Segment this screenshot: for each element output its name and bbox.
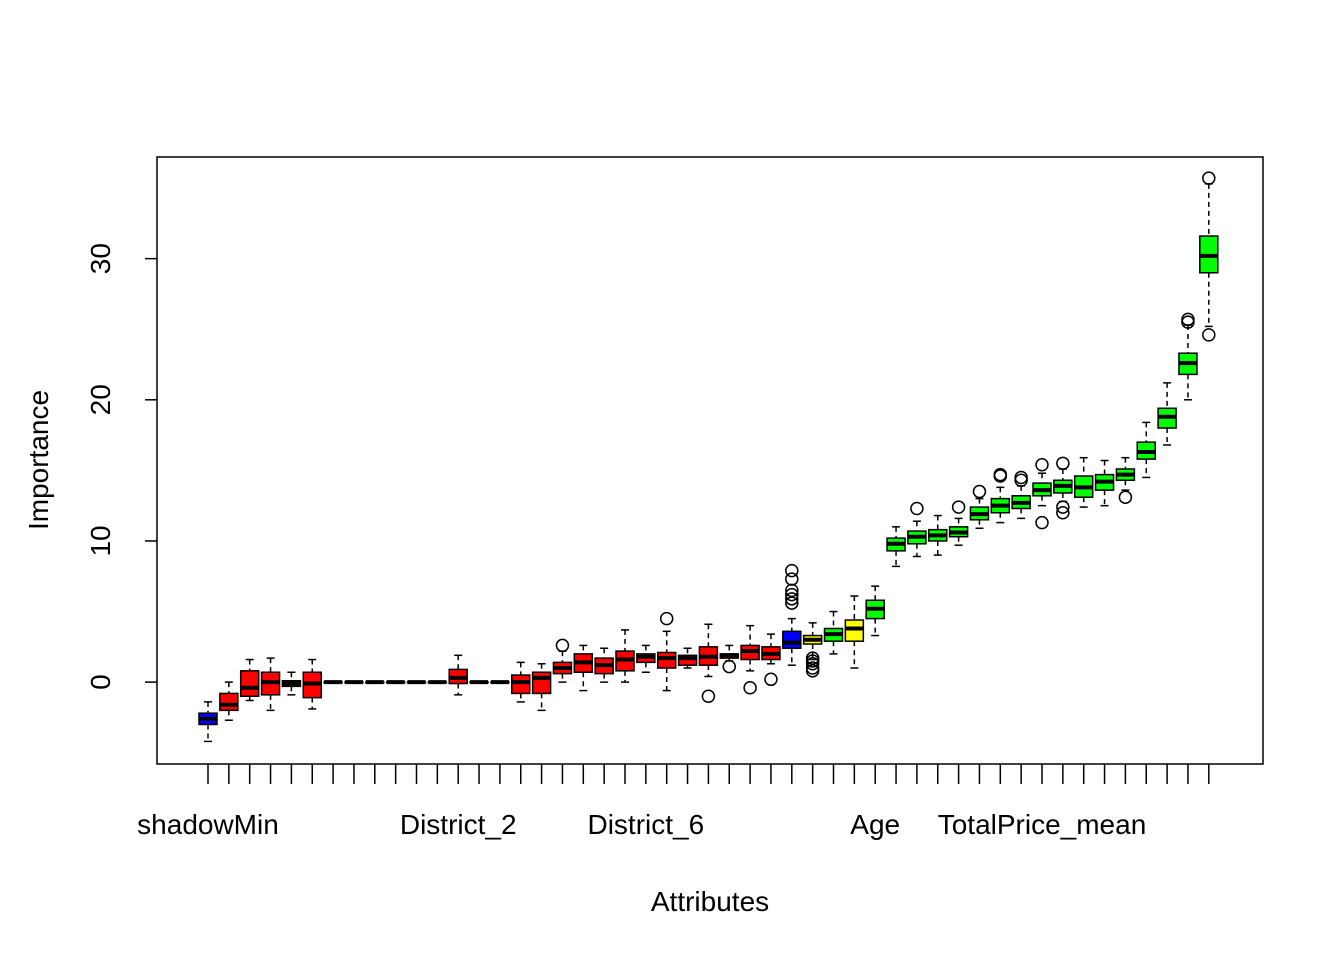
y-axis: 0 10 20 30	[85, 243, 157, 690]
box-27	[740, 624, 760, 695]
x-tick-label: TotalPrice_mean	[938, 809, 1147, 840]
outlier-point	[785, 587, 799, 602]
box-49	[1199, 171, 1219, 342]
box-17	[531, 663, 552, 712]
outlier-point	[910, 501, 924, 516]
outlier-point	[1118, 490, 1133, 504]
box-body	[782, 630, 802, 649]
box-6	[302, 658, 322, 710]
y-tick-label: 0	[85, 674, 116, 690]
box-body	[656, 651, 677, 669]
box-20	[594, 647, 614, 683]
x-tick-label: District_2	[400, 809, 517, 840]
box-body	[531, 671, 552, 695]
box-45	[1115, 456, 1136, 504]
box-22	[636, 644, 656, 673]
y-tick-label: 20	[85, 384, 116, 415]
box-41	[1032, 457, 1052, 530]
outlier-point	[1056, 500, 1070, 514]
outlier-point	[785, 592, 799, 606]
plot-frame	[156, 156, 1264, 765]
box-23	[656, 611, 677, 692]
box-36	[928, 514, 948, 556]
y-axis-label: Importance	[23, 390, 54, 530]
outlier-point	[785, 572, 799, 586]
box-1	[198, 701, 218, 743]
outlier-point	[1181, 312, 1195, 327]
x-axis: shadowMin District_2 District_6 Age TotalPri…	[137, 764, 1210, 840]
outlier-point	[805, 661, 820, 675]
outlier-point	[743, 681, 757, 695]
outlier-point	[951, 500, 966, 514]
box-12	[427, 680, 448, 685]
box-31	[823, 610, 844, 655]
box-34	[886, 526, 906, 568]
box-11	[406, 680, 427, 685]
outlier-point	[1056, 505, 1070, 520]
box-19	[573, 644, 594, 692]
x-tick-label: District_6	[587, 809, 704, 840]
outlier-point	[805, 651, 820, 665]
outlier-point	[785, 563, 799, 578]
box-18	[552, 638, 573, 683]
box-42	[1053, 456, 1073, 520]
outlier-point	[1035, 515, 1049, 530]
box-37	[948, 500, 969, 546]
box-48	[1178, 312, 1198, 401]
box-body	[239, 670, 260, 697]
box-5	[281, 671, 302, 696]
box-30	[802, 622, 823, 678]
box-38	[969, 484, 990, 530]
box-35	[907, 501, 927, 558]
outlier-point	[1035, 457, 1049, 472]
box-7	[323, 680, 343, 685]
box-40	[1011, 470, 1031, 520]
box-10	[385, 680, 406, 685]
box-26	[719, 644, 739, 674]
box-9	[365, 680, 385, 685]
box-body	[511, 674, 531, 695]
box-13	[448, 654, 468, 696]
box-8	[344, 680, 364, 685]
outlier-point	[1202, 171, 1216, 185]
box-24	[677, 647, 698, 669]
outlier-point	[972, 484, 987, 499]
box-32	[844, 595, 865, 669]
box-3	[239, 658, 260, 702]
outlier-point	[701, 689, 716, 703]
x-tick-label: shadowMin	[137, 809, 279, 840]
x-tick-label: Age	[850, 809, 900, 840]
box-33	[865, 585, 885, 637]
x-axis-label: Attributes	[651, 886, 769, 917]
box-44	[1094, 459, 1115, 507]
box-body	[219, 692, 239, 712]
box-4	[260, 657, 281, 712]
outlier-point	[764, 672, 778, 687]
box-16	[511, 661, 531, 703]
box-25	[698, 623, 719, 703]
box-body	[844, 619, 865, 642]
outlier-point	[993, 467, 1008, 482]
outlier-point	[1202, 328, 1216, 342]
box-2	[219, 681, 239, 721]
outlier-point	[722, 659, 736, 674]
y-tick-label: 30	[85, 243, 116, 274]
box-14	[469, 680, 489, 685]
outlier-point	[1014, 470, 1028, 485]
outlier-point	[659, 611, 674, 626]
box-body	[677, 654, 698, 666]
box-marks	[198, 171, 1219, 743]
box-43	[1073, 456, 1094, 508]
outlier-point	[1056, 456, 1070, 471]
y-tick-label: 10	[85, 525, 116, 556]
box-29	[782, 563, 802, 666]
box-47	[1157, 382, 1177, 446]
box-39	[990, 467, 1011, 524]
box-15	[490, 680, 510, 685]
box-21	[615, 629, 635, 683]
outlier-point	[555, 638, 570, 653]
box-46	[1136, 421, 1156, 479]
box-28	[761, 633, 781, 687]
